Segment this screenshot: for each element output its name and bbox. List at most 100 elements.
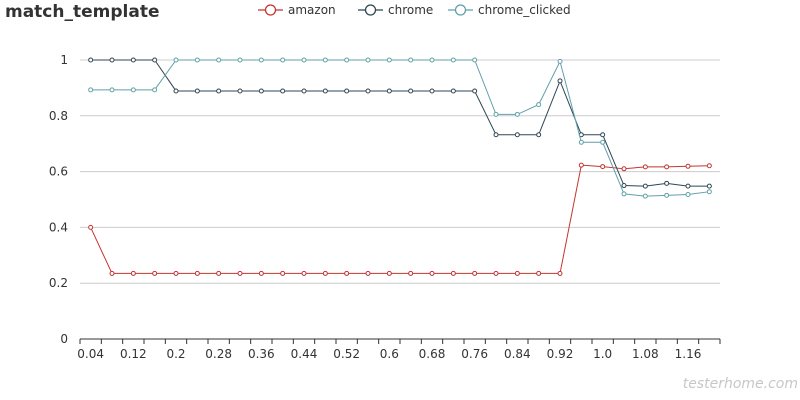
data-point-amazon[interactable] (152, 270, 158, 276)
data-point-amazon[interactable] (450, 270, 456, 276)
data-point-amazon[interactable] (621, 166, 627, 172)
data-point-amazon[interactable] (173, 270, 179, 276)
data-point-chrome[interactable] (685, 183, 691, 189)
data-point-chrome_clicked[interactable] (237, 57, 243, 63)
data-point-chrome_clicked[interactable] (216, 57, 222, 63)
data-point-amazon[interactable] (258, 270, 264, 276)
data-point-chrome[interactable] (514, 132, 520, 138)
data-point-amazon[interactable] (493, 270, 499, 276)
data-point-chrome[interactable] (280, 88, 286, 94)
data-point-chrome_clicked[interactable] (109, 87, 115, 93)
data-point-chrome_clicked[interactable] (194, 57, 200, 63)
data-point-amazon[interactable] (365, 270, 371, 276)
data-point-chrome_clicked[interactable] (130, 87, 136, 93)
legend-marker-amazon[interactable] (264, 4, 277, 16)
data-point-amazon[interactable] (216, 270, 222, 276)
data-point-chrome[interactable] (621, 183, 627, 189)
data-point-chrome[interactable] (152, 57, 158, 63)
data-point-chrome_clicked[interactable] (621, 191, 627, 197)
data-point-amazon[interactable] (301, 270, 307, 276)
y-tick-label: 0.2 (49, 276, 68, 290)
data-point-chrome[interactable] (493, 132, 499, 138)
y-tick-label: 0.6 (49, 165, 68, 179)
data-point-chrome[interactable] (301, 88, 307, 94)
data-point-amazon[interactable] (408, 270, 414, 276)
data-point-amazon[interactable] (322, 270, 328, 276)
x-tick-label: 0.04 (77, 347, 104, 361)
data-point-chrome[interactable] (216, 88, 222, 94)
data-point-chrome_clicked[interactable] (578, 139, 584, 145)
data-point-chrome[interactable] (130, 57, 136, 63)
data-point-chrome_clicked[interactable] (450, 57, 456, 63)
data-point-chrome_clicked[interactable] (258, 57, 264, 63)
data-point-chrome_clicked[interactable] (557, 58, 563, 64)
legend-marker-chrome_clicked[interactable] (454, 4, 467, 16)
data-point-amazon[interactable] (536, 270, 542, 276)
legend-marker-chrome[interactable] (364, 4, 377, 16)
legend-label-chrome[interactable]: chrome (388, 3, 433, 17)
data-point-chrome_clicked[interactable] (280, 57, 286, 63)
data-point-chrome[interactable] (664, 180, 670, 186)
data-point-chrome[interactable] (557, 78, 563, 84)
data-point-chrome_clicked[interactable] (152, 87, 158, 93)
data-point-amazon[interactable] (344, 270, 350, 276)
data-point-amazon[interactable] (109, 270, 115, 276)
data-point-chrome[interactable] (386, 88, 392, 94)
data-point-chrome_clicked[interactable] (386, 57, 392, 63)
series-line-chrome (90, 59, 710, 187)
legend-label-amazon[interactable]: amazon (288, 3, 336, 17)
data-point-chrome[interactable] (322, 88, 328, 94)
data-point-chrome_clicked[interactable] (173, 57, 179, 63)
data-point-chrome[interactable] (109, 57, 115, 63)
data-point-chrome[interactable] (365, 88, 371, 94)
data-point-chrome[interactable] (344, 88, 350, 94)
data-point-chrome_clicked[interactable] (493, 111, 499, 117)
data-point-chrome_clicked[interactable] (344, 57, 350, 63)
data-point-amazon[interactable] (280, 270, 286, 276)
data-point-amazon[interactable] (429, 270, 435, 276)
data-point-chrome_clicked[interactable] (600, 139, 606, 145)
data-point-chrome[interactable] (429, 88, 435, 94)
data-point-chrome[interactable] (237, 88, 243, 94)
data-point-chrome_clicked[interactable] (706, 189, 712, 195)
data-point-amazon[interactable] (237, 270, 243, 276)
data-point-chrome_clicked[interactable] (642, 193, 648, 199)
data-point-amazon[interactable] (664, 164, 670, 170)
data-point-chrome[interactable] (536, 132, 542, 138)
data-point-chrome[interactable] (472, 88, 478, 94)
data-point-chrome[interactable] (258, 88, 264, 94)
data-point-amazon[interactable] (642, 164, 648, 170)
data-point-chrome_clicked[interactable] (664, 192, 670, 198)
data-point-chrome_clicked[interactable] (88, 87, 94, 93)
data-point-amazon[interactable] (600, 164, 606, 170)
data-point-amazon[interactable] (514, 270, 520, 276)
data-point-chrome[interactable] (450, 88, 456, 94)
data-point-chrome[interactable] (706, 183, 712, 189)
data-point-amazon[interactable] (578, 162, 584, 168)
data-point-chrome[interactable] (408, 88, 414, 94)
legend-label-chrome_clicked[interactable]: chrome_clicked (478, 3, 571, 17)
data-point-amazon[interactable] (685, 163, 691, 169)
data-point-chrome_clicked[interactable] (365, 57, 371, 63)
data-point-amazon[interactable] (706, 163, 712, 169)
data-point-amazon[interactable] (472, 270, 478, 276)
data-point-chrome[interactable] (600, 132, 606, 138)
data-point-amazon[interactable] (88, 224, 94, 230)
data-point-chrome[interactable] (88, 57, 94, 63)
x-tick-label: 1.16 (675, 347, 702, 361)
data-point-chrome_clicked[interactable] (685, 191, 691, 197)
data-point-chrome[interactable] (173, 88, 179, 94)
data-point-chrome[interactable] (194, 88, 200, 94)
data-point-chrome_clicked[interactable] (429, 57, 435, 63)
data-point-chrome_clicked[interactable] (472, 57, 478, 63)
data-point-chrome_clicked[interactable] (514, 111, 520, 117)
data-point-amazon[interactable] (194, 270, 200, 276)
data-point-amazon[interactable] (386, 270, 392, 276)
data-point-chrome_clicked[interactable] (301, 57, 307, 63)
data-point-amazon[interactable] (557, 270, 563, 276)
data-point-chrome_clicked[interactable] (408, 57, 414, 63)
data-point-chrome_clicked[interactable] (536, 102, 542, 108)
data-point-chrome_clicked[interactable] (322, 57, 328, 63)
data-point-chrome[interactable] (642, 183, 648, 189)
data-point-amazon[interactable] (130, 270, 136, 276)
